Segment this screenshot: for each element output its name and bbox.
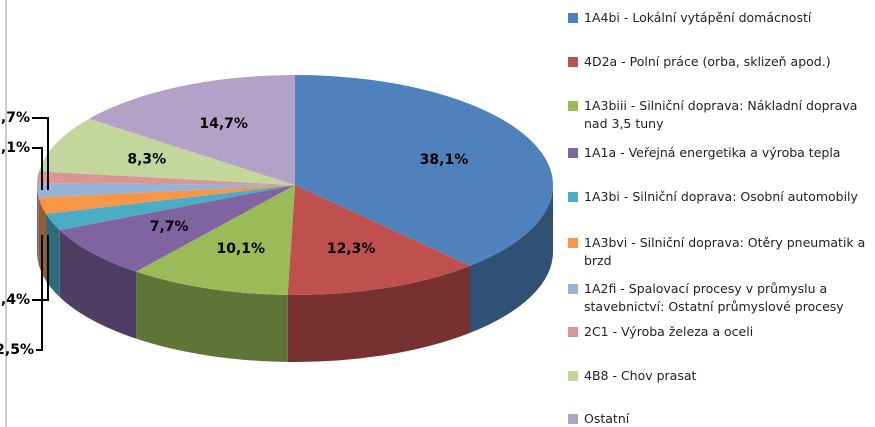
legend-item: 1A1a - Veřejná energetika a výroba tepla [568, 144, 873, 162]
legend-item: 4B8 - Chov prasat [568, 367, 873, 385]
legend-item: 1A3bi - Silniční doprava: Osobní automob… [568, 188, 873, 206]
legend-label: Ostatní [584, 411, 630, 426]
legend-swatch [568, 284, 578, 294]
legend-label: 1A3biii - Silniční doprava: Nákladní dop… [584, 98, 858, 131]
slice [37, 183, 296, 198]
data-label: 7,7% [150, 219, 189, 235]
legend-item: Ostatní [568, 410, 873, 427]
legend-label: 1A1a - Veřejná energetika a výroba tepla [584, 145, 841, 160]
legend-label: 1A4bi - Lokální vytápění domácností [584, 10, 812, 25]
legend-item: 1A3bvi - Silniční doprava: Otěry pneumat… [568, 234, 873, 270]
data-label: 14,7% [199, 116, 248, 132]
slice [136, 185, 295, 295]
slice-side [37, 185, 39, 265]
data-label: 2,4% [0, 292, 30, 308]
data-label: 1,7% [0, 110, 30, 126]
data-label: 2,5% [0, 342, 34, 358]
slice-side [46, 213, 60, 298]
data-label: 8,3% [127, 151, 166, 167]
slice-side [136, 271, 288, 362]
legend-swatch [568, 414, 578, 424]
legend-label: 1A3bi - Silniční doprava: Osobní automob… [584, 189, 858, 204]
legend-item: 2C1 - Výroba železa a oceli [568, 323, 873, 341]
legend-item: 1A2fi - Spalovací procesy v průmyslu a s… [568, 280, 873, 316]
legend-label: 1A3bvi - Silniční doprava: Otěry pneumat… [584, 235, 866, 268]
legend-label: 2C1 - Výroba železa a oceli [584, 324, 754, 339]
legend-item: 4D2a - Polní práce (orba, sklizeň apod.) [568, 53, 873, 71]
leader-line [32, 117, 49, 190]
leader-line [32, 235, 49, 301]
slice [37, 171, 296, 185]
legend-swatch [568, 238, 578, 248]
slice [89, 75, 296, 185]
data-label: 10,1% [216, 241, 265, 257]
slice [59, 185, 296, 272]
slice [295, 75, 553, 266]
legend-swatch [568, 101, 578, 111]
legend-swatch [568, 192, 578, 202]
slice [287, 185, 470, 295]
slice [38, 185, 295, 214]
leader-line [36, 235, 43, 351]
data-label: 38,1% [420, 152, 469, 168]
slice [46, 185, 296, 231]
slice-side [287, 265, 470, 362]
slice-side [59, 230, 137, 339]
legend-swatch [568, 57, 578, 67]
legend-label: 4B8 - Chov prasat [584, 368, 697, 383]
legend-swatch [568, 327, 578, 337]
legend-label: 4D2a - Polní práce (orba, sklizeň apod.) [584, 54, 831, 69]
slice [38, 118, 295, 185]
legend-item: 1A4bi - Lokální vytápění domácností [568, 9, 873, 27]
legend-swatch [568, 148, 578, 158]
leader-line [32, 147, 43, 190]
legend-label: 1A2fi - Spalovací procesy v průmyslu a s… [584, 281, 844, 314]
data-label: 12,3% [327, 241, 376, 257]
legend-swatch [568, 371, 578, 381]
slice-side [469, 185, 553, 333]
legend-item: 1A3biii - Silniční doprava: Nákladní dop… [568, 97, 873, 133]
legend-swatch [568, 13, 578, 23]
data-label: 2,1% [0, 140, 30, 156]
